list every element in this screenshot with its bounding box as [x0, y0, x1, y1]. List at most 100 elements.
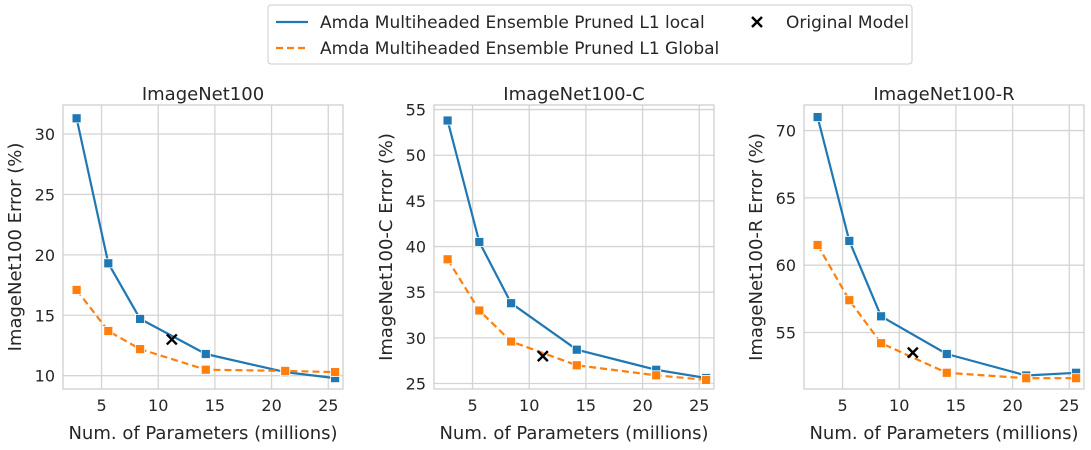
data-point-local: [442, 115, 453, 126]
data-point-global: [474, 305, 485, 316]
x-tick-label: 10: [519, 396, 539, 415]
data-point-global: [103, 326, 114, 336]
data-point-global: [701, 374, 711, 385]
legend-entry-global: Amda Multiheaded Ensemble Pruned L1 Glob…: [276, 39, 719, 59]
y-tick-labels: 25 30 35 40 45 50 55: [406, 101, 426, 394]
x-axis-label: Num. of Parameters (millions): [809, 423, 1078, 444]
series-line-global: [75, 289, 336, 374]
y-tick-label: 25: [35, 185, 55, 204]
data-point-local: [506, 298, 517, 309]
data-point-local: [812, 112, 823, 122]
x-axis-label: Num. of Parameters (millions): [439, 423, 708, 444]
data-point-local: [876, 311, 886, 322]
data-point-local: [71, 113, 82, 124]
y-axis-label: ImageNet100-C Error (%): [376, 133, 397, 361]
original-model-marker: [906, 346, 919, 359]
y-tick-label: 30: [406, 329, 426, 348]
subplot-imagenet100: ImageNet100 5 10 15 20 25 10 15 20 25 30 Num. of…: [5, 84, 344, 444]
data-point-local: [571, 344, 582, 355]
legend-frame: [267, 4, 913, 65]
y-tick-labels: 10 15 20 25 30: [35, 125, 55, 386]
x-tick-label: 5: [96, 396, 106, 415]
series-layer: [442, 115, 711, 385]
y-tick-label: 40: [406, 238, 426, 257]
x-tick-label: 20: [632, 396, 652, 415]
data-point-local: [103, 258, 114, 269]
subplot-title: ImageNet100-R: [873, 84, 1014, 105]
y-tick-label: 35: [406, 283, 426, 302]
data-point-global: [1021, 373, 1032, 384]
data-point-local: [200, 349, 211, 359]
y-tick-label: 30: [35, 125, 55, 144]
data-point-global: [844, 295, 855, 306]
x-tick-label: 15: [576, 396, 596, 415]
subplot-grid: [804, 105, 1084, 389]
legend-label-original: Original Model: [786, 13, 909, 33]
subplot-title: ImageNet100: [142, 84, 264, 105]
data-point-global: [506, 336, 517, 347]
y-tick-label: 70: [776, 122, 796, 141]
data-point-global: [71, 284, 82, 295]
x-tick-label: 20: [1002, 396, 1022, 415]
y-tick-label: 65: [776, 189, 796, 208]
y-tick-label: 55: [406, 101, 426, 120]
series-line-local: [816, 116, 1077, 377]
plot-frame: [62, 104, 344, 390]
y-axis-label: ImageNet100-R Error (%): [746, 133, 767, 361]
x-tick-labels: 5 10 15 20 25: [467, 396, 709, 415]
data-point-local: [474, 237, 485, 247]
legend-entry-local: Amda Multiheaded Ensemble Pruned L1 loca…: [276, 13, 705, 33]
data-point-global: [571, 360, 582, 371]
series-line-local: [75, 118, 336, 380]
x-tick-labels: 5 10 15 20 25: [96, 396, 338, 415]
plot-frame: [433, 104, 715, 390]
data-point-global: [442, 254, 453, 265]
original-model-marker: [165, 333, 178, 346]
x-tick-label: 25: [318, 396, 338, 415]
data-point-local: [941, 349, 952, 359]
x-axis-label: Num. of Parameters (millions): [68, 423, 337, 444]
legend-entry-original: Original Model: [751, 13, 909, 33]
plot-frame: [803, 104, 1085, 390]
y-tick-label: 60: [776, 256, 796, 275]
series-line-local: [446, 120, 707, 380]
subplot-imagenet100-c: ImageNet100-C 5 10 15 20 25 25 30 35 40 45 50 55 N…: [376, 84, 715, 444]
x-tick-label: 20: [261, 396, 281, 415]
legend-label-local: Amda Multiheaded Ensemble Pruned L1 loca…: [320, 13, 705, 33]
legend: Amda Multiheaded Ensemble Pruned L1 loca…: [267, 4, 913, 65]
subplot-title: ImageNet100-C: [503, 84, 644, 105]
data-point-global: [812, 240, 823, 250]
subplot-grid: [63, 105, 343, 389]
x-tick-label: 25: [689, 396, 709, 415]
data-point-local: [844, 235, 855, 246]
y-tick-label: 10: [35, 367, 55, 386]
y-tick-label: 15: [35, 306, 55, 325]
x-tick-label: 15: [946, 396, 966, 415]
data-point-global: [651, 370, 662, 381]
x-tick-label: 10: [148, 396, 168, 415]
x-tick-label: 25: [1059, 396, 1079, 415]
x-tick-label: 15: [205, 396, 225, 415]
y-tick-labels: 55 60 65 70: [776, 122, 796, 343]
y-axis-label: ImageNet100 Error (%): [5, 143, 26, 352]
y-tick-label: 45: [406, 192, 426, 211]
series-line-global: [446, 258, 707, 381]
y-tick-label: 20: [35, 246, 55, 265]
data-point-global: [876, 338, 886, 349]
data-point-global: [200, 364, 211, 375]
y-tick-label: 50: [406, 146, 426, 165]
legend-x-marker-icon: [751, 16, 763, 28]
x-tick-labels: 5 10 15 20 25: [837, 396, 1079, 415]
series-layer: [812, 112, 1081, 384]
y-tick-label: 25: [406, 375, 426, 394]
x-tick-label: 5: [467, 396, 477, 415]
data-point-local: [135, 313, 146, 324]
series-line-global: [816, 244, 1077, 380]
y-tick-label: 55: [776, 323, 796, 342]
legend-label-global: Amda Multiheaded Ensemble Pruned L1 Glob…: [320, 39, 719, 59]
subplot-imagenet100-r: ImageNet100-R 5 10 15 20 25 55 60 65 70 Num. of…: [746, 84, 1085, 444]
data-point-global: [280, 365, 291, 376]
data-point-global: [135, 344, 146, 355]
data-point-global: [1071, 373, 1081, 384]
